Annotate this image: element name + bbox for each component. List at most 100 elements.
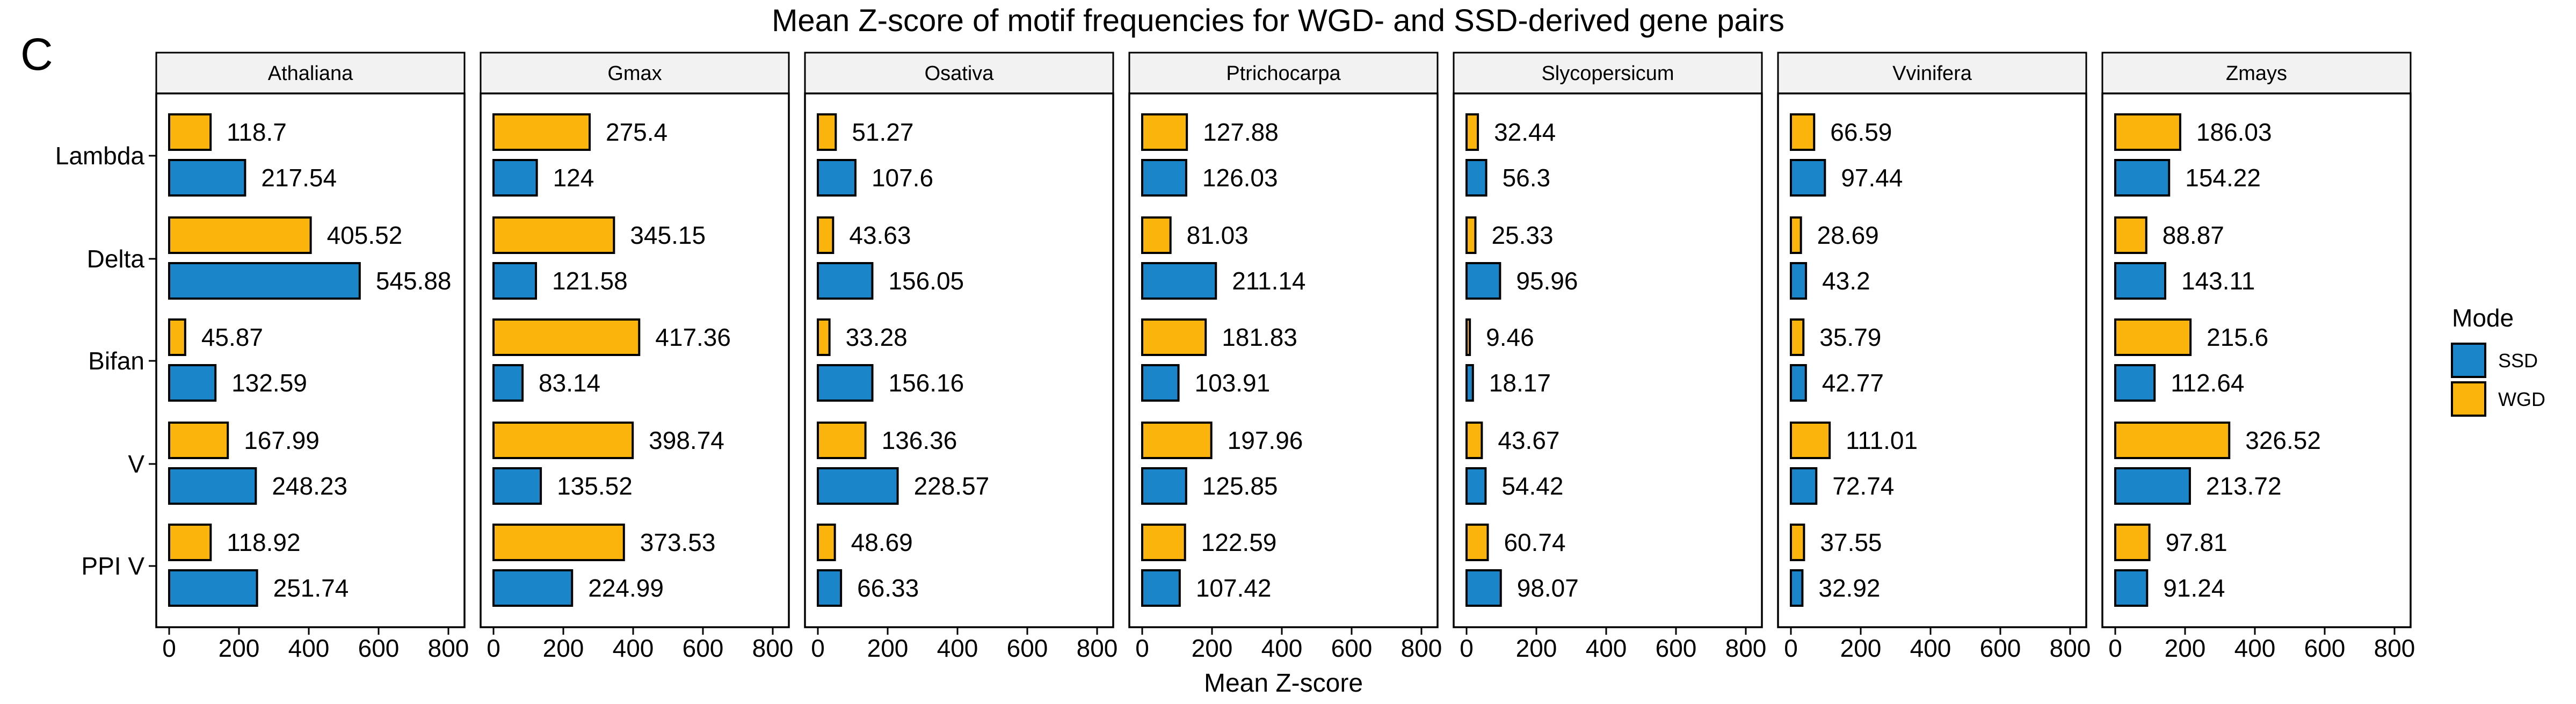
bar-wgd: [1141, 524, 1186, 561]
x-tick-label: 0: [1784, 634, 1798, 662]
bar-wgd: [1465, 216, 1477, 254]
facet-zmays: Zmays 186.03 154.22 88.87 143.11 215.6 112.64 3…: [2101, 52, 2415, 662]
data-label-wgd: 97.81: [2166, 528, 2227, 556]
data-label-wgd: 37.55: [1820, 528, 1882, 556]
bar-wgd: [1790, 318, 1805, 356]
data-label-wgd: 9.46: [1486, 323, 1534, 351]
bar-wgd: [1465, 113, 1479, 151]
bar-ssd: [817, 262, 874, 300]
data-label-wgd: 43.67: [1498, 426, 1559, 454]
data-label-ssd: 248.23: [272, 472, 347, 500]
data-label-ssd: 224.99: [588, 574, 664, 602]
bar-wgd: [2114, 422, 2231, 459]
bar-wgd: [168, 422, 229, 459]
data-label-wgd: 197.96: [1228, 426, 1303, 454]
x-tick-label: 800: [1725, 634, 1767, 662]
x-tick-label: 200: [1840, 634, 1882, 662]
data-label-ssd: 107.42: [1196, 574, 1272, 602]
x-tick-label: 400: [1910, 634, 1951, 662]
bar-wgd: [817, 216, 835, 254]
data-label-wgd: 127.88: [1203, 118, 1279, 146]
bar-ssd: [2114, 467, 2191, 505]
bar-ssd: [2114, 569, 2149, 607]
data-label-ssd: 154.22: [2185, 164, 2261, 192]
data-label-wgd: 43.63: [849, 221, 911, 249]
facet-vvinifera: Vvinifera 66.59 97.44 28.69 43.2 35.79 42.77 11…: [1777, 52, 2091, 662]
bar-wgd: [1790, 216, 1802, 254]
bar-ssd: [1465, 467, 1487, 505]
x-tick-label: 800: [2374, 634, 2415, 662]
bar-ssd: [168, 364, 217, 402]
bar-wgd: [1141, 422, 1213, 459]
data-label-ssd: 95.96: [1516, 267, 1578, 295]
bar-ssd: [2114, 159, 2171, 197]
x-tick-label: 200: [1516, 634, 1557, 662]
bar-wgd: [492, 113, 591, 151]
data-label-ssd: 32.92: [1818, 574, 1880, 602]
data-label-ssd: 112.64: [2171, 369, 2244, 397]
bar-ssd: [1790, 364, 1807, 402]
bar-wgd: [1465, 524, 1489, 561]
data-label-wgd: 51.27: [852, 118, 913, 146]
bar-wgd: [1141, 318, 1207, 356]
bar-ssd: [817, 364, 874, 402]
x-tick-label: 200: [543, 634, 584, 662]
x-tick-label: 600: [2304, 634, 2346, 662]
data-label-ssd: 545.88: [376, 267, 452, 295]
facet-slycopersicum: Slycopersicum 32.44 56.3 25.33 95.96 9.46 18.1…: [1453, 52, 1767, 662]
data-label-ssd: 56.3: [1503, 164, 1551, 192]
facet-plot-frame: [1777, 92, 2087, 628]
legend-title: Mode: [2452, 304, 2514, 332]
bar-ssd: [1790, 467, 1818, 505]
data-label-ssd: 124: [553, 164, 594, 192]
data-label-wgd: 45.87: [201, 323, 263, 351]
facet-strip: [1453, 52, 1763, 95]
bar-ssd: [492, 569, 574, 607]
data-label-wgd: 122.59: [1201, 528, 1277, 556]
bar-ssd: [1790, 262, 1808, 300]
bar-wgd: [1790, 113, 1816, 151]
x-tick-label: 200: [1192, 634, 1233, 662]
bar-wgd: [492, 216, 615, 254]
x-tick-label: 600: [358, 634, 400, 662]
data-label-ssd: 135.52: [557, 472, 633, 500]
bar-ssd: [1790, 569, 1804, 607]
data-label-ssd: 211.14: [1232, 267, 1305, 295]
bar-wgd: [1141, 216, 1172, 254]
data-label-ssd: 72.74: [1832, 472, 1894, 500]
data-label-ssd: 42.77: [1822, 369, 1884, 397]
data-label-wgd: 345.15: [630, 221, 706, 249]
bar-wgd: [492, 422, 634, 459]
data-label-ssd: 126.03: [1202, 164, 1278, 192]
bar-ssd: [817, 467, 899, 505]
data-label-ssd: 54.42: [1501, 472, 1563, 500]
x-tick-label: 0: [162, 634, 176, 662]
facet-ptrichocarpa: Ptrichocarpa 127.88 126.03 81.03 211.14 181.8…: [1128, 52, 1442, 662]
data-label-ssd: 132.59: [231, 369, 307, 397]
facet-strip-label: Ptrichocarpa: [1226, 62, 1341, 85]
x-tick-label: 800: [1401, 634, 1442, 662]
data-label-wgd: 28.69: [1817, 221, 1879, 249]
facet-strip: [155, 52, 466, 95]
x-tick-label: 200: [219, 634, 260, 662]
x-tick-label: 800: [2050, 634, 2091, 662]
bar-wgd: [817, 318, 831, 356]
bar-ssd: [1465, 364, 1474, 402]
x-tick-label: 400: [613, 634, 654, 662]
bar-ssd: [817, 569, 843, 607]
x-tick-label: 600: [1331, 634, 1373, 662]
data-label-ssd: 251.74: [273, 574, 349, 602]
x-tick-label: 400: [2234, 634, 2276, 662]
facet-strip-label: Vvinifera: [1892, 62, 1972, 85]
bar-wgd: [2114, 113, 2181, 151]
bar-ssd: [168, 467, 257, 505]
bar-wgd: [1790, 524, 1805, 561]
data-label-ssd: 107.6: [872, 164, 933, 192]
x-tick-label: 600: [1980, 634, 2021, 662]
bar-ssd: [1141, 364, 1180, 402]
bar-wgd: [1790, 422, 1831, 459]
x-tick-label: 600: [683, 634, 724, 662]
data-label-wgd: 32.44: [1494, 118, 1556, 146]
facet-plot-frame: [1453, 92, 1763, 628]
